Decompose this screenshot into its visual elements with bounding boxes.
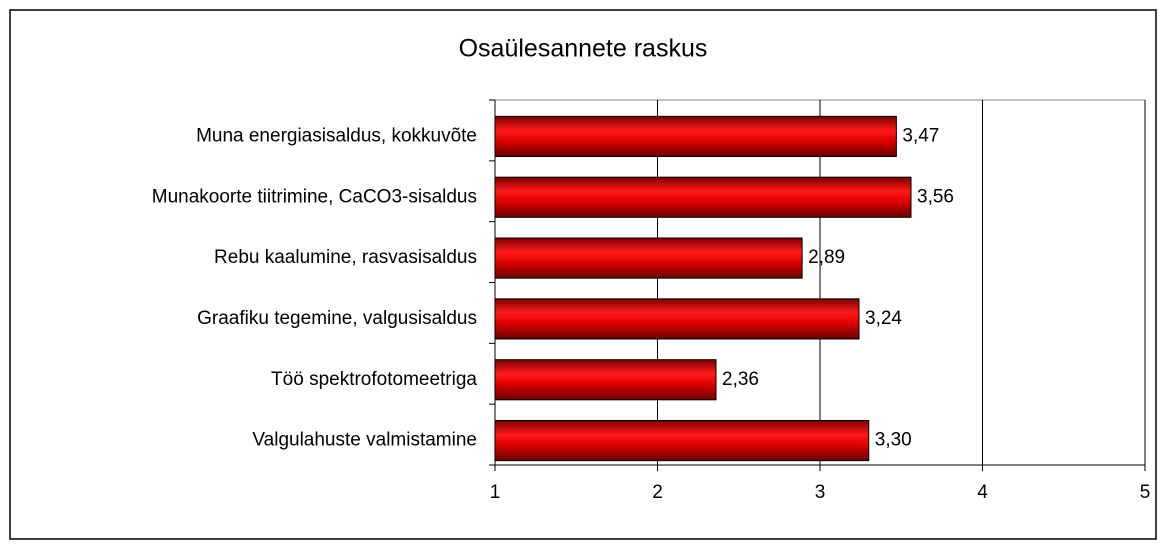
data-label: 3,24	[865, 308, 902, 329]
bar	[494, 115, 897, 157]
x-tick-label: 5	[1140, 482, 1151, 503]
data-label: 3,30	[875, 430, 912, 451]
y-tick-label: Töö spektrofotomeetriga	[271, 369, 477, 390]
data-label: 2,36	[722, 369, 759, 390]
bar	[494, 176, 912, 218]
data-label: 3,47	[902, 125, 939, 146]
bar	[494, 237, 803, 279]
x-tick-label: 1	[490, 482, 501, 503]
bar	[494, 420, 870, 462]
y-tick-label: Rebu kaalumine, rasvasisaldus	[214, 247, 477, 268]
bar	[494, 359, 717, 401]
x-tick-label: 3	[815, 482, 826, 503]
x-tick-label: 4	[977, 482, 988, 503]
x-tick-label: 2	[652, 482, 663, 503]
y-tick-label: Muna energiasisaldus, kokkuvõte	[196, 125, 477, 146]
bar	[494, 298, 860, 340]
y-tick-label: Valgulahuste valmistamine	[252, 430, 477, 451]
data-label: 2,89	[808, 247, 845, 268]
y-tick-label: Munakoorte tiitrimine, CaCO3-sisaldus	[152, 186, 477, 207]
chart-title: Osaülesannete raskus	[459, 35, 708, 63]
data-label: 3,56	[917, 186, 954, 207]
y-tick-label: Graafiku tegemine, valgusisaldus	[197, 308, 477, 329]
